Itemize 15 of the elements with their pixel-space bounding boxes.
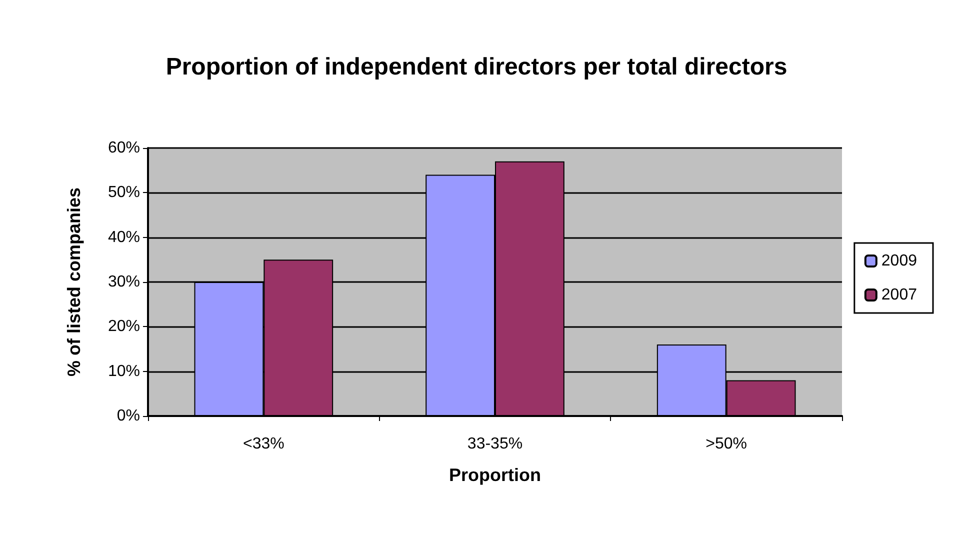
y-tick-label: 20% [108, 318, 140, 336]
chart-title: Proportion of independent directors per total directors [166, 54, 788, 80]
legend-label: 2007 [881, 286, 918, 304]
x-tick-label: 33-35% [467, 436, 523, 452]
y-tick-label: 10% [108, 362, 140, 380]
y-tick-label: 60% [108, 140, 140, 156]
x-axis-title: Proportion [449, 465, 541, 485]
x-tick-label: >50% [706, 436, 748, 452]
x-tick-label: <33% [242, 436, 284, 452]
y-tick-label: 40% [108, 228, 140, 246]
y-tick-label: 0% [116, 408, 140, 424]
y-tick-label: 30% [108, 274, 140, 290]
legend-label: 2009 [881, 252, 918, 270]
y-axis-title: % of listed companies [64, 187, 84, 377]
y-tick-label: 50% [108, 184, 140, 202]
